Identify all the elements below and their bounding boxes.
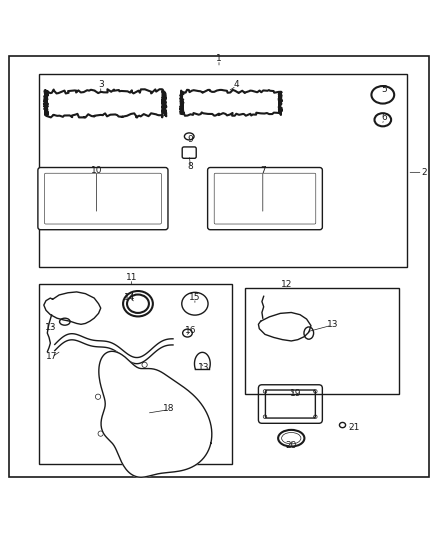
Text: 2: 2 [421, 168, 427, 177]
Text: 1: 1 [216, 54, 222, 63]
Text: 15: 15 [189, 293, 201, 302]
Text: 9: 9 [187, 135, 194, 144]
Ellipse shape [286, 178, 314, 215]
Text: 19: 19 [290, 389, 301, 398]
Ellipse shape [142, 362, 147, 367]
Ellipse shape [148, 451, 154, 456]
Text: 14: 14 [124, 293, 135, 302]
Ellipse shape [113, 366, 119, 371]
Bar [39, 284, 232, 464]
Text: 13: 13 [198, 363, 209, 372]
Polygon shape [99, 351, 212, 477]
FancyBboxPatch shape [208, 167, 322, 230]
Ellipse shape [89, 178, 117, 215]
Text: 3: 3 [98, 80, 104, 89]
Text: 7: 7 [260, 166, 266, 175]
Text: 10: 10 [91, 166, 102, 175]
Text: 17: 17 [46, 352, 57, 361]
Text: 5: 5 [381, 85, 387, 94]
Text: 16: 16 [185, 326, 196, 335]
Text: 11: 11 [126, 273, 137, 282]
Ellipse shape [120, 455, 125, 460]
Text: 20: 20 [286, 441, 297, 450]
Ellipse shape [278, 430, 304, 447]
Ellipse shape [219, 178, 246, 215]
Ellipse shape [95, 394, 101, 399]
Text: 6: 6 [381, 113, 387, 122]
Bar [39, 74, 407, 266]
Bar [245, 288, 399, 393]
Ellipse shape [164, 386, 169, 391]
Ellipse shape [123, 398, 158, 433]
Ellipse shape [51, 178, 78, 215]
Text: 18: 18 [163, 405, 174, 414]
Text: 13: 13 [45, 324, 56, 332]
Text: 4: 4 [234, 80, 239, 89]
Ellipse shape [98, 431, 103, 436]
Text: 12: 12 [281, 279, 293, 288]
Ellipse shape [128, 178, 155, 215]
Text: 21: 21 [348, 423, 360, 432]
Text: 13: 13 [327, 320, 339, 329]
Ellipse shape [166, 423, 172, 428]
Text: 8: 8 [187, 162, 194, 171]
Ellipse shape [253, 178, 280, 215]
FancyBboxPatch shape [38, 167, 168, 230]
